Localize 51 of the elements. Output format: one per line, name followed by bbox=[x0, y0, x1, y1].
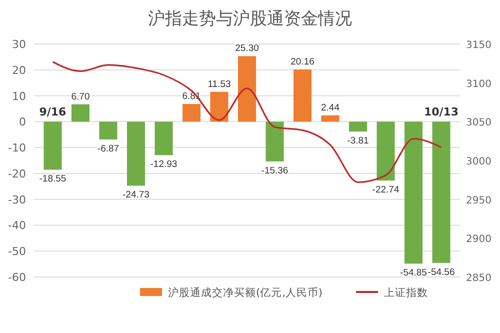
y-tick-label: -40 bbox=[8, 219, 26, 232]
bar bbox=[238, 56, 256, 122]
data-label: -18.55 bbox=[39, 174, 66, 185]
y2-tick-label: 3150 bbox=[466, 40, 492, 51]
x-tick-label: 10/13 bbox=[424, 106, 459, 119]
y2-tick-label: 3000 bbox=[466, 156, 492, 168]
data-label: -54.85 bbox=[400, 268, 427, 279]
y-tick-label: -30 bbox=[8, 193, 26, 206]
bar bbox=[266, 122, 284, 162]
y2-tick-label: 2950 bbox=[466, 195, 492, 206]
data-label: -22.74 bbox=[372, 184, 400, 196]
y-tick-label: -20 bbox=[8, 167, 26, 180]
x-tick-label: 9/16 bbox=[39, 106, 67, 119]
data-label: 2.44 bbox=[321, 102, 340, 114]
bar bbox=[432, 122, 450, 263]
data-label: -6.87 bbox=[97, 143, 120, 154]
bar bbox=[182, 104, 201, 122]
y2-tick-label: 3100 bbox=[466, 78, 492, 90]
data-label: 25.30 bbox=[235, 43, 259, 54]
y-tick-label: -60 bbox=[8, 271, 26, 284]
data-label: -3.81 bbox=[347, 136, 369, 147]
bar bbox=[348, 122, 368, 132]
data-label: -15.36 bbox=[261, 165, 288, 176]
data-label: 20.16 bbox=[290, 56, 314, 68]
data-label: -24.73 bbox=[122, 190, 150, 201]
chart-title: 沪指走势与沪股通资金情况 bbox=[148, 9, 352, 29]
bar bbox=[71, 104, 90, 122]
legend-label: 沪股通成交净买额(亿元,人民币) bbox=[168, 286, 323, 299]
data-label: -54.56 bbox=[428, 266, 455, 278]
data-label: 6.70 bbox=[71, 91, 90, 102]
y-tick-label: 20 bbox=[12, 64, 26, 77]
y-tick-label: -50 bbox=[8, 245, 26, 258]
data-label: 11.53 bbox=[208, 78, 231, 90]
legend-label: 上证指数 bbox=[384, 286, 428, 299]
bar bbox=[321, 115, 340, 122]
bar bbox=[99, 122, 118, 140]
y-tick-label: 0 bbox=[19, 116, 26, 129]
y-tick-label: 30 bbox=[12, 38, 26, 51]
data-label: -12.93 bbox=[150, 159, 178, 170]
bar bbox=[404, 122, 423, 264]
y-tick-label: 10 bbox=[12, 90, 26, 103]
bar bbox=[44, 122, 62, 170]
bar bbox=[126, 122, 146, 186]
y2-tick-label: 3050 bbox=[466, 118, 492, 129]
bar bbox=[154, 122, 173, 156]
bar bbox=[210, 92, 228, 122]
bar bbox=[376, 122, 395, 181]
y2-tick-label: 2900 bbox=[466, 234, 492, 246]
y2-tick-label: 2850 bbox=[466, 273, 492, 284]
bar bbox=[293, 69, 312, 122]
y-tick-label: -10 bbox=[8, 142, 26, 155]
